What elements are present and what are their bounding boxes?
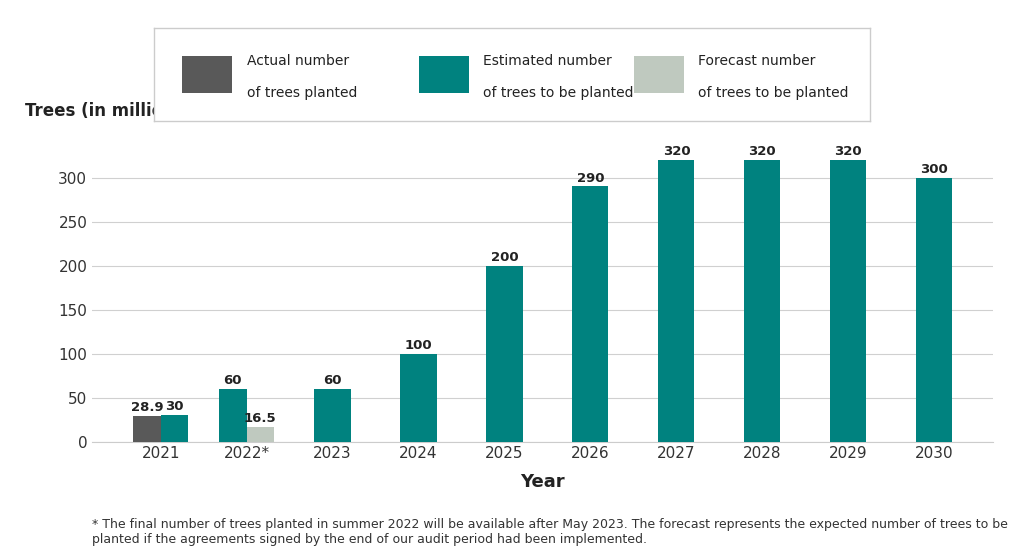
Bar	[658, 160, 694, 442]
Text: 60: 60	[223, 374, 242, 387]
Text: Estimated number: Estimated number	[483, 54, 612, 68]
Text: * The final number of trees planted in summer 2022 will be available after May 2: * The final number of trees planted in s…	[92, 518, 1008, 546]
Text: Actual number: Actual number	[247, 54, 349, 68]
Text: 300: 300	[921, 163, 948, 176]
Text: of trees planted: of trees planted	[247, 86, 357, 100]
Bar	[916, 178, 952, 442]
Bar	[572, 187, 608, 442]
Bar	[400, 354, 436, 442]
Text: 290: 290	[577, 172, 604, 184]
Bar	[486, 266, 522, 442]
Text: 200: 200	[490, 251, 518, 264]
Text: 28.9: 28.9	[131, 401, 163, 415]
FancyBboxPatch shape	[182, 56, 232, 93]
Text: of trees to be planted: of trees to be planted	[698, 86, 849, 100]
Text: of trees to be planted: of trees to be planted	[483, 86, 634, 100]
Bar	[830, 160, 866, 442]
Bar	[133, 416, 161, 442]
Text: 16.5: 16.5	[244, 412, 276, 426]
X-axis label: Year: Year	[520, 473, 565, 491]
Text: Forecast number: Forecast number	[698, 54, 816, 68]
Text: 320: 320	[749, 145, 776, 158]
Bar	[247, 427, 274, 442]
FancyBboxPatch shape	[419, 56, 469, 93]
Text: 320: 320	[835, 145, 862, 158]
Text: Trees (in millions): Trees (in millions)	[25, 102, 191, 120]
Text: 320: 320	[663, 145, 690, 158]
Text: 60: 60	[324, 374, 342, 387]
Bar	[161, 415, 188, 442]
Text: 100: 100	[404, 339, 432, 352]
Bar	[314, 389, 350, 442]
Bar	[744, 160, 780, 442]
Text: 30: 30	[165, 400, 183, 413]
Bar	[219, 389, 247, 442]
FancyBboxPatch shape	[634, 56, 684, 93]
